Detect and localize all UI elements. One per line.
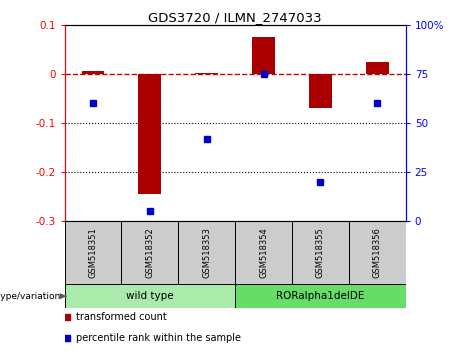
Text: percentile rank within the sample: percentile rank within the sample: [76, 333, 241, 343]
Text: GSM518351: GSM518351: [89, 227, 97, 278]
Bar: [65, 221, 121, 284]
Bar: [292, 221, 349, 284]
Bar: [366, 62, 389, 74]
Text: GSM518355: GSM518355: [316, 227, 325, 278]
Bar: [178, 221, 235, 284]
Bar: [349, 221, 406, 284]
Bar: [252, 37, 275, 74]
Text: GSM518356: GSM518356: [373, 227, 382, 278]
Text: GSM518352: GSM518352: [145, 227, 154, 278]
Bar: [138, 74, 161, 194]
Text: wild type: wild type: [126, 291, 174, 301]
Bar: [82, 72, 104, 74]
Text: transformed count: transformed count: [76, 312, 167, 322]
Bar: [121, 221, 178, 284]
Bar: [65, 284, 235, 308]
Bar: [235, 221, 292, 284]
Bar: [309, 74, 332, 108]
Bar: [195, 73, 218, 74]
Text: genotype/variation: genotype/variation: [0, 292, 61, 301]
Title: GDS3720 / ILMN_2747033: GDS3720 / ILMN_2747033: [148, 11, 322, 24]
Text: RORalpha1delDE: RORalpha1delDE: [276, 291, 365, 301]
Bar: [235, 284, 406, 308]
Text: GSM518354: GSM518354: [259, 227, 268, 278]
Text: GSM518353: GSM518353: [202, 227, 211, 278]
